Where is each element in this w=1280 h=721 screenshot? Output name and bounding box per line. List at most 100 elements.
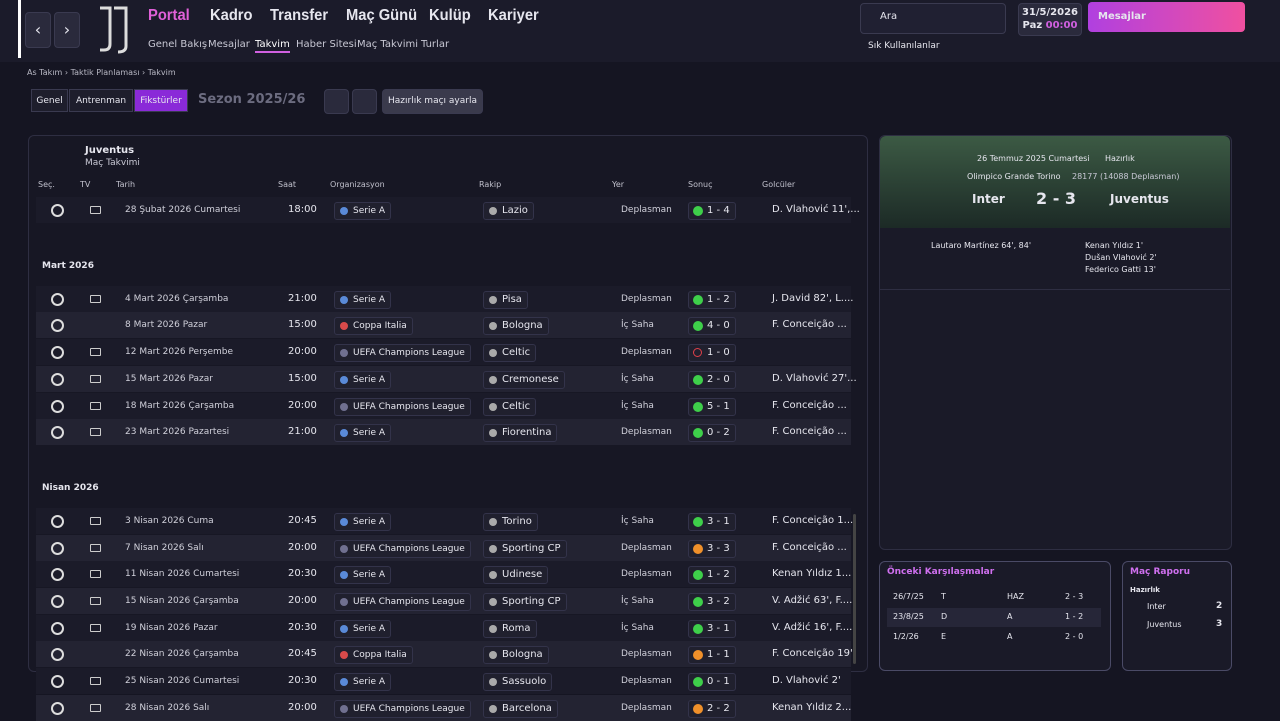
column-header[interactable]: TV — [80, 180, 91, 189]
column-header[interactable]: Rakip — [479, 180, 502, 189]
time: 20:00 — [288, 346, 317, 358]
fixture-row[interactable]: 4 Mart 2026 Çarşamba 21:00 Serie A Pisa Depl… — [36, 285, 854, 312]
menu-item[interactable]: Kadro — [210, 7, 253, 24]
submenu-item[interactable]: Mesajlar — [208, 39, 250, 50]
select-radio[interactable] — [51, 292, 64, 306]
favorites[interactable]: Sık Kullanılanlar — [868, 41, 940, 51]
fixture-row[interactable]: 25 Nisan 2026 Cumartesi 20:30 Serie A Sassu… — [36, 668, 851, 695]
friendly-button[interactable]: Hazırlık maçı ayarla — [382, 89, 483, 114]
fixture-row[interactable]: 11 Nisan 2026 Cumartesi 20:30 Serie A Udine… — [36, 561, 851, 588]
select-radio[interactable] — [51, 372, 64, 386]
fixture-row[interactable]: 15 Mart 2026 Pazar 15:00 Serie A Cremonese İ… — [36, 365, 857, 392]
fixture-row[interactable]: 18 Mart 2026 Çarşamba 20:00 UEFA Champions… — [36, 392, 851, 419]
menu-item[interactable]: Maç Günü — [346, 7, 418, 24]
select-radio[interactable] — [51, 204, 64, 217]
fixture-row[interactable]: 8 Mart 2026 Pazar 15:00 Coppa Italia Bologn… — [36, 312, 851, 339]
previous-cell: D — [941, 612, 948, 621]
competition: UEFA Champions League — [334, 699, 471, 718]
column-header[interactable]: Golcüler — [762, 180, 796, 189]
result: 1 - 0 — [688, 344, 736, 363]
time: 20:00 — [288, 399, 317, 411]
fixture-row[interactable]: 7 Nisan 2026 Salı 20:00 UEFA Champions Lea… — [36, 534, 851, 561]
score: 2 - 3 — [1036, 189, 1077, 208]
scorers: F. Conceição ... — [772, 399, 847, 411]
select-radio[interactable] — [51, 319, 64, 333]
fixture-row[interactable]: 28 Şubat 2026 Cumartesi 18:00 Serie A Lazio… — [36, 197, 860, 223]
select-radio[interactable] — [51, 346, 64, 360]
panel-subtitle: Maç Takvimi — [85, 158, 140, 168]
report-team: Juventus — [1147, 620, 1182, 629]
home-scorer: Lautaro Martínez 64', 84' — [931, 241, 1032, 250]
column-header[interactable]: Tarih — [116, 180, 136, 189]
select-radio[interactable] — [51, 648, 64, 662]
scorers: F. Conceição ... — [772, 426, 847, 438]
select-radio[interactable] — [51, 514, 64, 528]
select-radio[interactable] — [51, 399, 64, 413]
column-header[interactable]: Organizasyon — [330, 180, 385, 189]
fixture-row[interactable]: 3 Nisan 2026 Cuma 20:45 Serie A Torino İç Sa… — [36, 507, 854, 534]
column-header[interactable]: Yer — [612, 180, 625, 189]
tab[interactable]: Antrenman — [69, 89, 133, 112]
select-radio[interactable] — [51, 701, 64, 715]
scorers: F. Conceição 19' — [772, 648, 853, 660]
select-radio[interactable] — [51, 675, 64, 689]
messages-button[interactable]: Mesajlar — [1088, 2, 1245, 32]
fixture-row[interactable]: 15 Nisan 2026 Çarşamba 20:00 UEFA Champion… — [36, 588, 852, 614]
menu-item[interactable]: Transfer — [270, 7, 329, 24]
fixture-row[interactable]: 22 Nisan 2026 Çarşamba 20:45 Coppa Italia B… — [36, 641, 853, 668]
select-radio[interactable] — [51, 621, 64, 635]
report-team: Inter — [1147, 602, 1166, 611]
date: 22 Nisan 2026 Çarşamba — [125, 649, 239, 660]
crumb[interactable]: Taktik Planlaması — [70, 68, 140, 77]
select-radio[interactable] — [51, 595, 64, 608]
scorers: F. Conceição 1... — [772, 514, 854, 526]
season-select[interactable]: Sezon 2025/26 — [198, 92, 306, 107]
next-season[interactable] — [352, 89, 377, 114]
menu-item[interactable]: Kariyer — [488, 7, 539, 24]
time: 15:00 — [288, 319, 317, 331]
competition: Serie A — [334, 512, 392, 531]
scorers: F. Conceição ... — [772, 319, 847, 331]
select-radio[interactable] — [51, 568, 64, 582]
fixture-row[interactable]: 19 Nisan 2026 Pazar 20:30 Serie A Roma İç Sa… — [36, 614, 852, 641]
result: 1 - 4 — [688, 202, 736, 220]
menu-item[interactable]: Kulüp — [429, 7, 471, 24]
venue: İç Saha — [621, 596, 654, 606]
fixture-row[interactable]: 28 Nisan 2026 Salı 20:00 UEFA Champions Le… — [36, 694, 851, 721]
column-header[interactable]: Seç. — [38, 180, 55, 189]
submenu-item[interactable]: Haber Sitesi — [296, 39, 357, 50]
search-button[interactable]: Ara — [880, 11, 898, 22]
tab[interactable]: Fikstürler — [134, 89, 188, 112]
select-radio[interactable] — [51, 426, 64, 440]
previous-cell: 2 - 0 — [1065, 632, 1084, 641]
report-score: 2 — [1216, 601, 1223, 611]
competition: UEFA Champions League — [334, 397, 471, 416]
competition: Coppa Italia — [334, 646, 413, 665]
submenu-item[interactable]: Maç Takvimi — [357, 39, 419, 50]
select-radio[interactable] — [51, 541, 64, 555]
tv-icon — [90, 623, 101, 632]
date: 7 Nisan 2026 Salı — [125, 542, 204, 553]
match-date: 26 Temmuz 2025 Cumartesi — [977, 154, 1090, 163]
prev-season[interactable] — [324, 89, 349, 114]
scorers: J. David 82', L.... — [772, 292, 854, 304]
column-header[interactable]: Saat — [278, 180, 297, 189]
opponent: Udinese — [483, 566, 549, 585]
crumb[interactable]: As Takım — [27, 68, 63, 77]
submenu-item[interactable]: Genel Bakış — [148, 39, 208, 50]
menu-item[interactable]: Portal — [148, 7, 190, 24]
back-button[interactable]: ‹ — [25, 12, 51, 48]
tab[interactable]: Genel — [31, 89, 68, 112]
competition: Serie A — [334, 202, 392, 220]
forward-button[interactable]: › — [54, 12, 80, 48]
submenu-item[interactable]: Turlar — [421, 39, 450, 50]
time: 20:45 — [288, 648, 317, 660]
fixture-row[interactable]: 23 Mart 2026 Pazartesi 21:00 Serie A Fioren… — [36, 419, 851, 446]
submenu-item[interactable]: Takvim — [255, 39, 290, 53]
column-header[interactable]: Sonuç — [688, 180, 713, 189]
opponent: Roma — [483, 619, 537, 638]
fixture-row[interactable]: 12 Mart 2026 Perşembe 20:00 UEFA Champions… — [36, 339, 851, 366]
date: 23 Mart 2026 Pazartesi — [125, 427, 230, 438]
scrollbar[interactable] — [853, 514, 856, 664]
crumb[interactable]: Takvim — [147, 68, 176, 77]
